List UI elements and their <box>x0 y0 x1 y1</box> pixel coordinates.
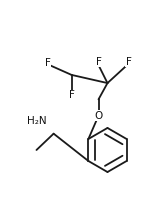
Text: O: O <box>94 111 103 121</box>
Text: H₂N: H₂N <box>27 116 46 126</box>
Text: F: F <box>126 57 132 67</box>
Text: F: F <box>69 90 75 100</box>
Text: F: F <box>45 58 51 68</box>
Text: F: F <box>96 57 101 67</box>
